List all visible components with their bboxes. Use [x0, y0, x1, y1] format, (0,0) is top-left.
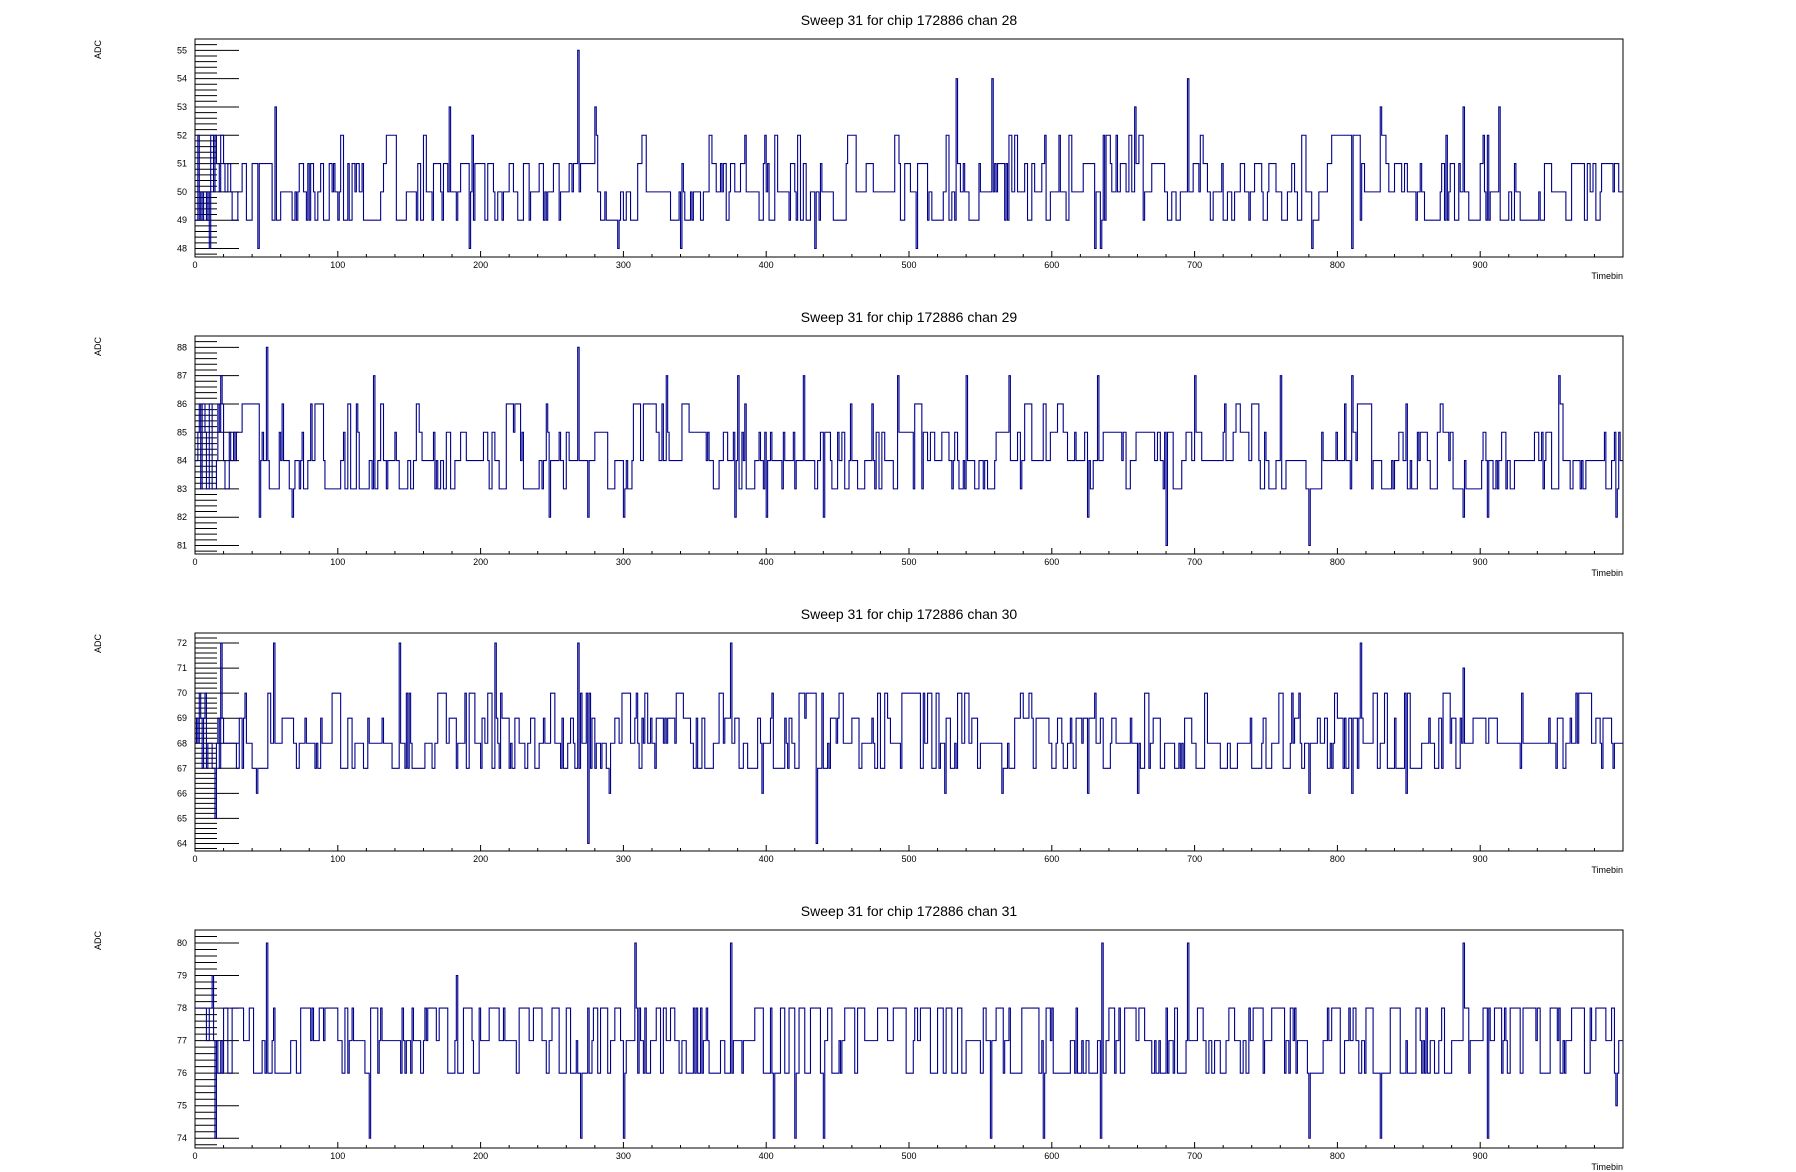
x-tick-label: 500 — [901, 1151, 916, 1161]
y-tick-label: 51 — [177, 159, 187, 169]
x-tick-label: 100 — [330, 260, 345, 270]
y-tick-label: 65 — [177, 813, 187, 823]
x-tick-label: 800 — [1330, 557, 1345, 567]
x-tick-label: 300 — [616, 260, 631, 270]
y-tick-label: 68 — [177, 738, 187, 748]
y-tick-label: 66 — [177, 788, 187, 798]
x-tick-label: 600 — [1044, 854, 1059, 864]
series-line — [195, 49, 1623, 250]
y-tick-label: 78 — [177, 1003, 187, 1013]
y-tick-label: 86 — [177, 399, 187, 409]
y-tick-label: 85 — [177, 427, 187, 437]
x-axis-label: Timebin — [1591, 1162, 1623, 1172]
y-tick-label: 54 — [177, 74, 187, 84]
series-line — [195, 346, 1623, 547]
y-tick-label: 69 — [177, 713, 187, 723]
x-tick-label: 0 — [192, 1151, 197, 1161]
chart-title: Sweep 31 for chip 172886 chan 28 — [801, 12, 1018, 28]
x-tick-label: 100 — [330, 1151, 345, 1161]
x-tick-label: 700 — [1187, 1151, 1202, 1161]
series-line — [195, 642, 1623, 845]
y-tick-label: 64 — [177, 838, 187, 848]
plot-frame — [194, 335, 1624, 555]
y-tick-label: 82 — [177, 512, 187, 522]
y-tick-label: 77 — [177, 1036, 187, 1046]
x-tick-label: 600 — [1044, 1151, 1059, 1161]
y-tick-label: 80 — [177, 938, 187, 948]
y-tick-label: 79 — [177, 971, 187, 981]
series-line — [195, 942, 1623, 1139]
x-tick-label: 0 — [192, 557, 197, 567]
x-tick-label: 800 — [1330, 854, 1345, 864]
y-tick-label: 70 — [177, 688, 187, 698]
y-axis-label: ADC — [93, 40, 103, 60]
x-tick-label: 300 — [616, 1151, 631, 1161]
x-tick-label: 900 — [1473, 260, 1488, 270]
y-axis-label: ADC — [93, 634, 103, 654]
chart-title: Sweep 31 for chip 172886 chan 31 — [801, 903, 1018, 919]
chart-title: Sweep 31 for chip 172886 chan 30 — [801, 606, 1018, 622]
x-tick-label: 700 — [1187, 557, 1202, 567]
chart-panel-chan-28: Sweep 31 for chip 172886 chan 28 ADC Tim… — [93, 12, 1624, 281]
chart-panel-chan-31: Sweep 31 for chip 172886 chan 31 ADC Tim… — [93, 903, 1624, 1172]
x-tick-label: 500 — [901, 557, 916, 567]
x-tick-label: 400 — [759, 557, 774, 567]
y-tick-label: 49 — [177, 215, 187, 225]
x-tick-label: 500 — [901, 260, 916, 270]
y-tick-label: 71 — [177, 663, 187, 673]
x-tick-label: 200 — [473, 1151, 488, 1161]
x-tick-label: 600 — [1044, 260, 1059, 270]
x-axis-label: Timebin — [1591, 271, 1623, 281]
y-tick-label: 74 — [177, 1133, 187, 1143]
x-tick-label: 500 — [901, 854, 916, 864]
y-tick-label: 55 — [177, 45, 187, 55]
x-tick-label: 400 — [759, 260, 774, 270]
y-tick-label: 84 — [177, 456, 187, 466]
x-tick-label: 0 — [192, 854, 197, 864]
y-tick-label: 72 — [177, 638, 187, 648]
y-tick-label: 76 — [177, 1068, 187, 1078]
y-tick-label: 87 — [177, 371, 187, 381]
x-tick-label: 200 — [473, 854, 488, 864]
plot-frame — [194, 38, 1624, 258]
y-tick-label: 50 — [177, 187, 187, 197]
y-tick-label: 52 — [177, 130, 187, 140]
x-tick-label: 600 — [1044, 557, 1059, 567]
y-tick-label: 48 — [177, 244, 187, 254]
x-tick-label: 800 — [1330, 1151, 1345, 1161]
x-tick-label: 400 — [759, 854, 774, 864]
x-tick-label: 300 — [616, 854, 631, 864]
x-tick-label: 900 — [1473, 557, 1488, 567]
x-tick-label: 100 — [330, 557, 345, 567]
x-axis-label: Timebin — [1591, 568, 1623, 578]
y-tick-label: 53 — [177, 102, 187, 112]
chart-panel-chan-29: Sweep 31 for chip 172886 chan 29 ADC Tim… — [93, 309, 1624, 578]
plot-frame — [194, 929, 1624, 1149]
x-tick-label: 400 — [759, 1151, 774, 1161]
y-tick-label: 67 — [177, 763, 187, 773]
x-tick-label: 900 — [1473, 854, 1488, 864]
x-tick-label: 700 — [1187, 260, 1202, 270]
x-tick-label: 200 — [473, 557, 488, 567]
x-tick-label: 800 — [1330, 260, 1345, 270]
x-tick-label: 700 — [1187, 854, 1202, 864]
y-tick-label: 75 — [177, 1101, 187, 1111]
chart-panel-chan-30: Sweep 31 for chip 172886 chan 30 ADC Tim… — [93, 606, 1624, 875]
x-tick-label: 0 — [192, 260, 197, 270]
x-tick-label: 300 — [616, 557, 631, 567]
y-tick-label: 83 — [177, 484, 187, 494]
x-tick-label: 100 — [330, 854, 345, 864]
chart-title: Sweep 31 for chip 172886 chan 29 — [801, 309, 1018, 325]
x-tick-label: 900 — [1473, 1151, 1488, 1161]
y-axis-label: ADC — [93, 931, 103, 951]
y-axis-label: ADC — [93, 337, 103, 357]
y-tick-label: 81 — [177, 541, 187, 551]
y-tick-label: 88 — [177, 342, 187, 352]
x-axis-label: Timebin — [1591, 865, 1623, 875]
x-tick-label: 200 — [473, 260, 488, 270]
